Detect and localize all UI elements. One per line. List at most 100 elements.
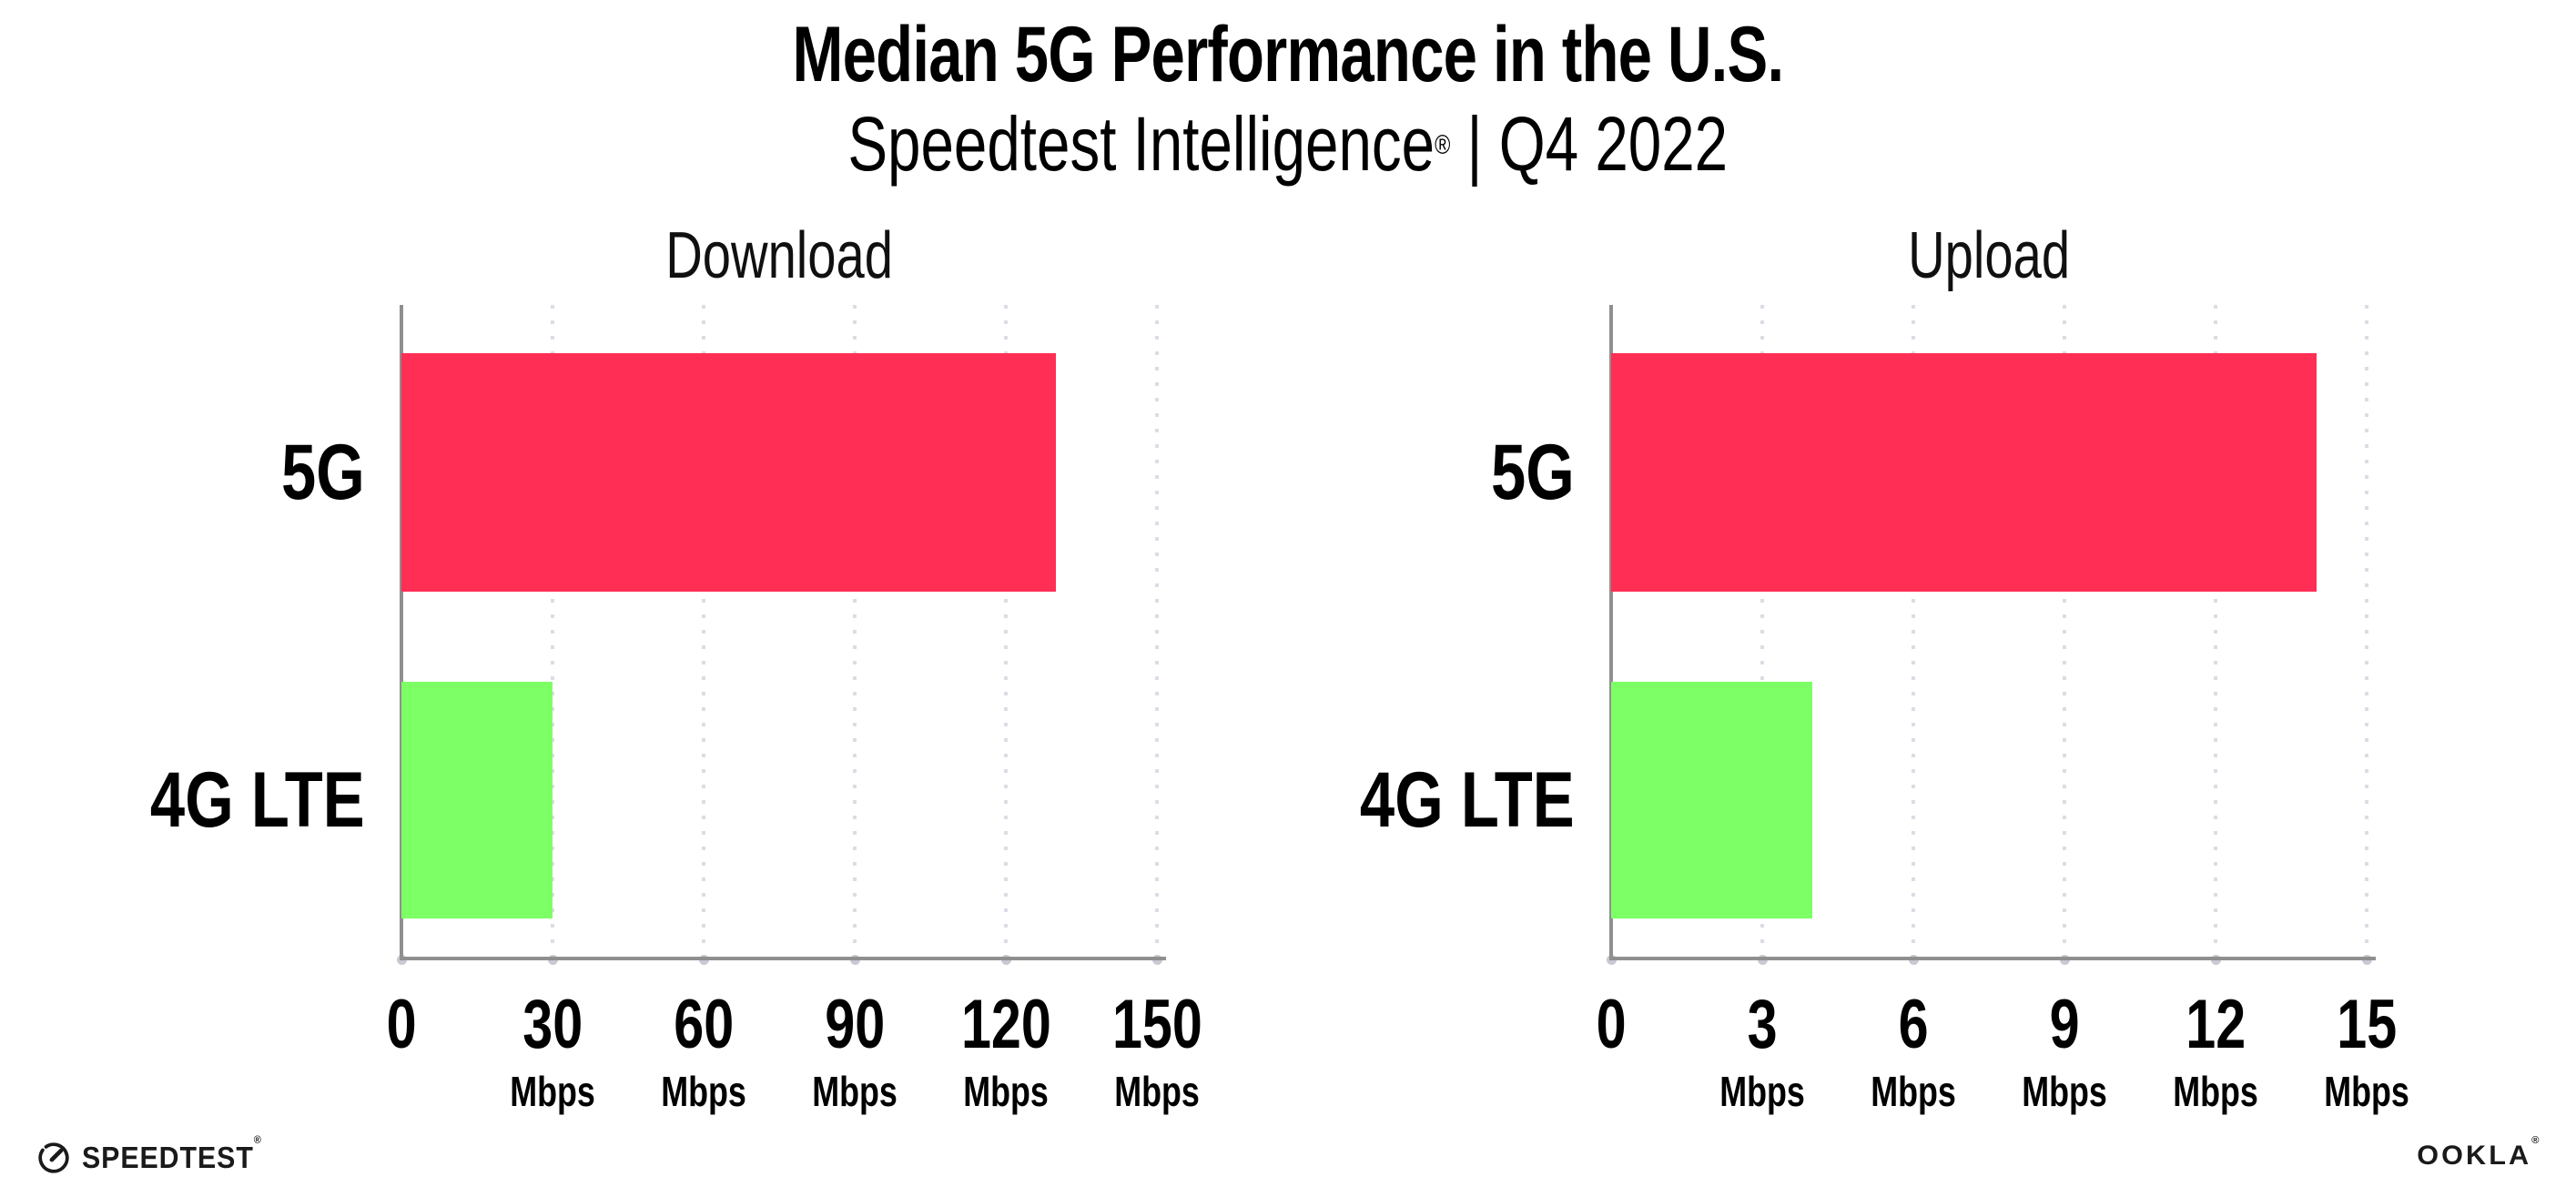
gridline-15 (2365, 305, 2368, 959)
tick-unit: Mbps (897, 1068, 1115, 1115)
category-label-5g: 5G (37, 427, 365, 518)
tick-value-text: 9 (2049, 986, 2080, 1063)
tick-unit-text: Mbps (2173, 1068, 2258, 1115)
tick-value: 6 (1804, 988, 2023, 1062)
speedtest-label: SPEEDTEST (82, 1141, 254, 1174)
chart-title-text: Upload (1908, 219, 2070, 292)
category-label-text: 4G LTE (150, 756, 365, 844)
page-title-text: Median 5G Performance in the U.S. (792, 11, 1785, 98)
tick-unit: Mbps (2257, 1068, 2476, 1115)
tick-label-60: 60 Mbps (594, 988, 813, 1116)
tick-unit: Mbps (594, 1068, 813, 1115)
bar-4g-lte (1611, 682, 1813, 918)
tick-unit: Mbps (1048, 1068, 1266, 1115)
tick-label-6: 6 Mbps (1804, 988, 2023, 1116)
gridline-3 (1760, 305, 1764, 959)
page-subtitle: Speedtest Intelligence® | Q4 2022 (0, 100, 2576, 188)
tick-unit: Mbps (443, 1068, 662, 1115)
tick-value-text: 30 (522, 986, 583, 1063)
gridline-90 (853, 305, 857, 959)
tick-label-0: 0 (292, 988, 511, 1062)
bar-4g-lte (401, 682, 553, 918)
ookla-logo: OOKLA® (2416, 1135, 2541, 1172)
tick-unit-text: Mbps (661, 1068, 746, 1115)
tick-value: 150 (1048, 988, 1266, 1062)
category-label-text: 4G LTE (1360, 756, 1575, 844)
ookla-label: OOKLA (2416, 1141, 2531, 1171)
chart-upload: Upload 0 3 Mbps 6 Mbps 9 Mbps 12 Mbps 15 Mbps 5G 4G L… (1360, 219, 2409, 1115)
category-label-text: 5G (1491, 429, 1575, 516)
gridline-30 (551, 305, 554, 959)
tick-label-0: 0 (1502, 988, 1720, 1062)
gridline-6 (1912, 305, 1915, 959)
tick-value-text: 15 (2337, 986, 2397, 1063)
tick-unit-text: Mbps (2022, 1068, 2107, 1115)
tick-label-12: 12 Mbps (2106, 988, 2325, 1116)
bar-5g (401, 353, 1057, 592)
page-subtitle-text: Speedtest Intelligence® | Q4 2022 (848, 100, 1729, 188)
category-label-4g-lte: 4G LTE (1247, 755, 1575, 846)
gridline-9 (2063, 305, 2066, 959)
tick-value: 90 (745, 988, 964, 1062)
chart-title-upload: Upload (1611, 219, 2367, 292)
chart-title-download: Download (401, 219, 1157, 292)
tick-value-text: 6 (1898, 986, 1929, 1063)
speedtest-gauge-icon (38, 1142, 69, 1173)
speedtest-logo: SPEEDTEST® (36, 1133, 278, 1175)
tick-unit: Mbps (1653, 1068, 1871, 1115)
category-label-5g: 5G (1247, 427, 1575, 518)
page-title: Median 5G Performance in the U.S. (0, 11, 2576, 98)
tick-value: 0 (292, 988, 511, 1062)
tick-value-text: 60 (674, 986, 734, 1063)
tick-label-120: 120 Mbps (897, 988, 1115, 1116)
gridline-120 (1004, 305, 1008, 959)
tick-value: 60 (594, 988, 813, 1062)
tick-value-text: 0 (1596, 986, 1627, 1063)
bar-5g (1611, 353, 2317, 592)
ookla-registered-mark: ® (2530, 1135, 2541, 1146)
tick-value-text: 90 (825, 986, 885, 1063)
tick-value: 30 (443, 988, 662, 1062)
tick-unit-text: Mbps (1719, 1068, 1805, 1115)
tick-value: 9 (1955, 988, 2174, 1062)
gridline-12 (2214, 305, 2217, 959)
tick-value: 15 (2257, 988, 2476, 1062)
x-axis (1609, 957, 2376, 960)
chart-download: Download 0 30 Mbps 60 Mbps 90 Mbps 120 Mbps 150 Mbp… (150, 219, 1202, 1115)
gridline-60 (702, 305, 705, 959)
y-axis (400, 305, 403, 959)
tick-label-3: 3 Mbps (1653, 988, 1871, 1116)
speedtest-wordmark: SPEEDTEST® (82, 1133, 262, 1175)
category-label-4g-lte: 4G LTE (37, 755, 365, 846)
tick-unit-text: Mbps (963, 1068, 1049, 1115)
x-axis (400, 957, 1166, 960)
tick-label-150: 150 Mbps (1048, 988, 1266, 1116)
subtitle-brand: Speedtest Intelligence (847, 101, 1435, 187)
tick-value-text: 12 (2186, 986, 2246, 1063)
tick-label-15: 15 Mbps (2257, 988, 2476, 1116)
tick-value-text: 0 (386, 986, 417, 1063)
tick-value-text: 150 (1111, 986, 1202, 1063)
tick-label-90: 90 Mbps (745, 988, 964, 1116)
category-label-text: 5G (281, 429, 365, 516)
tick-value: 120 (897, 988, 1115, 1062)
tick-unit-text: Mbps (1871, 1068, 1956, 1115)
tick-value: 3 (1653, 988, 1871, 1062)
header: Median 5G Performance in the U.S. Speedt… (0, 11, 2576, 188)
tick-unit-text: Mbps (2324, 1068, 2409, 1115)
tick-unit: Mbps (2106, 1068, 2325, 1115)
speedtest-registered-mark: ® (253, 1133, 262, 1146)
subtitle-quarter: | Q4 2022 (1450, 101, 1729, 187)
tick-unit-text: Mbps (1114, 1068, 1200, 1115)
tick-unit-text: Mbps (510, 1068, 595, 1115)
tick-unit-text: Mbps (812, 1068, 898, 1115)
tick-value: 0 (1502, 988, 1720, 1062)
tick-unit: Mbps (1804, 1068, 2023, 1115)
tick-value-text: 120 (960, 986, 1051, 1063)
tick-label-9: 9 Mbps (1955, 988, 2174, 1116)
tick-value: 12 (2106, 988, 2325, 1062)
chart-title-text: Download (665, 219, 893, 292)
tick-value-text: 3 (1747, 986, 1778, 1063)
tick-unit: Mbps (1955, 1068, 2174, 1115)
